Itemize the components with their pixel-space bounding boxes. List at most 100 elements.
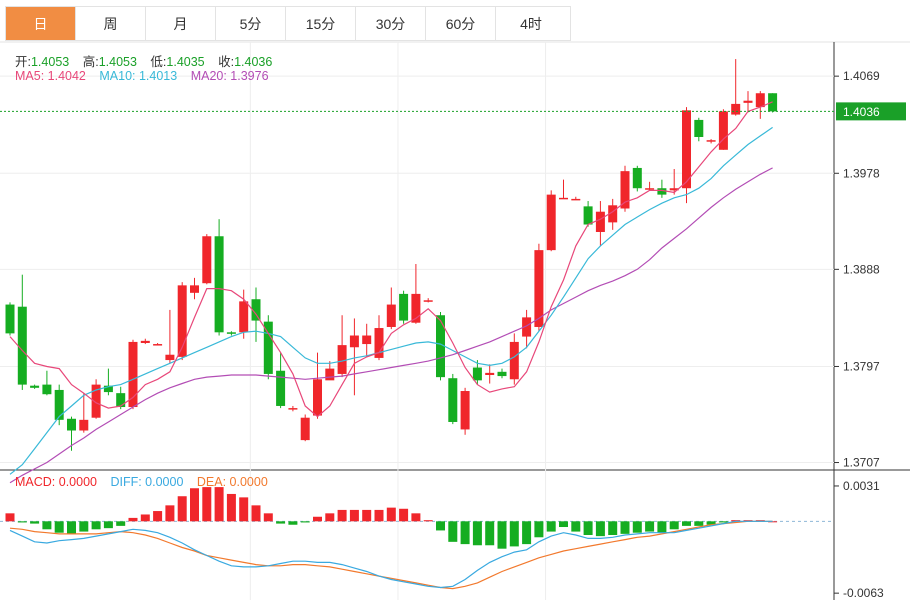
- candle-body-47: [583, 206, 593, 225]
- macd-bar-1: [17, 521, 27, 523]
- candle-body-37: [460, 391, 470, 430]
- candle-body-45: [559, 197, 568, 200]
- macd-bar-52: [645, 521, 655, 532]
- macd-bar-19: [239, 497, 249, 522]
- open-label: 开:: [15, 55, 31, 69]
- tab-2[interactable]: 月: [146, 7, 216, 40]
- candle-body-17: [214, 236, 224, 333]
- current-price-label: 1.4036: [843, 105, 880, 119]
- tab-0[interactable]: 日: [6, 7, 76, 40]
- candle-body-39: [485, 372, 495, 376]
- candle-body-34: [423, 300, 433, 302]
- macd-bar-24: [300, 521, 310, 523]
- period-tabs: 日周月 5分 15分 30分 60分 4时: [5, 6, 571, 41]
- candle-body-43: [534, 250, 544, 327]
- candle-body-6: [79, 419, 89, 431]
- candle-body-4: [54, 389, 64, 420]
- candle-body-53: [657, 188, 667, 195]
- candle-body-48: [595, 211, 605, 232]
- macd-bar-8: [103, 521, 113, 529]
- macd-bar-53: [657, 521, 667, 533]
- candle-body-61: [755, 93, 765, 108]
- candle-body-8: [103, 385, 113, 393]
- macd-bar-30: [374, 509, 384, 522]
- price-tick-label-2: 1.3888: [843, 262, 880, 276]
- low-value: 1.4035: [166, 55, 205, 69]
- candle-body-5: [67, 418, 76, 431]
- macd-bar-41: [509, 521, 519, 547]
- macd-bar-31: [386, 507, 396, 522]
- macd-bar-48: [595, 521, 605, 537]
- candle-body-11: [140, 340, 150, 343]
- candle-body-0: [5, 304, 15, 334]
- tab-7[interactable]: 4时: [520, 15, 542, 32]
- close-label: 收:: [218, 55, 235, 69]
- macd-bar-21: [263, 513, 273, 522]
- macd-bar-0: [5, 513, 15, 522]
- tab-6[interactable]: 60分: [426, 7, 496, 40]
- ma5-line: [9, 101, 773, 418]
- macd-bar-37: [460, 521, 470, 545]
- macd-bar-51: [632, 521, 642, 533]
- candle-body-41: [509, 341, 519, 380]
- macd-bar-18: [226, 493, 236, 522]
- price-tick-label-1: 1.3978: [843, 166, 880, 180]
- macd-bar-50: [620, 521, 630, 534]
- tab-1[interactable]: 周: [76, 7, 146, 40]
- candle-body-10: [128, 341, 138, 408]
- macd-bar-17: [214, 487, 224, 522]
- macd-bar-23: [288, 521, 298, 525]
- diff-label: DIFF: 0.0000: [110, 475, 184, 489]
- macd-bar-49: [608, 521, 618, 535]
- candle-body-13: [165, 354, 175, 361]
- candle-body-60: [743, 100, 753, 103]
- candle-body-38: [472, 367, 482, 381]
- candle-body-58: [718, 111, 728, 150]
- macd-bar-58: [718, 521, 728, 523]
- ma5-label: MA5: 1.4042: [15, 69, 86, 83]
- candle-body-3: [42, 384, 52, 395]
- macd-tick-label-0: 0.0031: [843, 479, 880, 493]
- macd-bar-22: [276, 521, 286, 524]
- ma20-line: [9, 167, 773, 484]
- candle-body-14: [177, 285, 187, 357]
- tab-3[interactable]: 5分: [216, 7, 286, 40]
- macd-bar-33: [411, 513, 421, 522]
- ma10-label: MA10: 1.4013: [99, 69, 178, 83]
- tab-4[interactable]: 15分: [286, 7, 356, 40]
- macd-bar-2: [30, 521, 40, 524]
- macd-bar-26: [325, 513, 335, 522]
- tab-5[interactable]: 30分: [356, 7, 426, 40]
- macd-bar-45: [559, 521, 568, 528]
- macd-bar-40: [497, 521, 507, 549]
- candle-body-9: [116, 393, 126, 408]
- candle-body-35: [436, 315, 445, 378]
- macd-bar-29: [362, 509, 372, 522]
- candle-body-24: [300, 417, 310, 441]
- dea-label: DEA: 0.0000: [196, 475, 268, 489]
- macd-bar-13: [165, 505, 175, 522]
- candle-body-28: [349, 335, 359, 348]
- macd-bar-34: [423, 520, 433, 522]
- candle-body-49: [608, 205, 618, 223]
- macd-bar-44: [546, 521, 556, 532]
- macd-bar-11: [140, 514, 150, 522]
- macd-bar-4: [54, 521, 64, 533]
- candle-body-33: [411, 293, 421, 323]
- macd-bar-12: [153, 511, 163, 522]
- price-tick-label-4: 1.3707: [843, 456, 880, 470]
- candle-body-19: [239, 301, 249, 333]
- macd-bar-7: [91, 521, 101, 530]
- candle-body-46: [571, 198, 581, 201]
- macd-bar-42: [522, 521, 532, 545]
- macd-bar-57: [706, 521, 716, 525]
- macd-bar-25: [313, 516, 322, 522]
- macd-bar-5: [67, 521, 76, 534]
- ma20-label: MA20: 1.3976: [190, 69, 269, 83]
- macd-bar-14: [177, 496, 187, 522]
- open-value: 1.4053: [30, 55, 70, 69]
- candle-body-21: [263, 321, 273, 374]
- candle-body-12: [153, 344, 163, 346]
- candle-body-20: [251, 299, 261, 321]
